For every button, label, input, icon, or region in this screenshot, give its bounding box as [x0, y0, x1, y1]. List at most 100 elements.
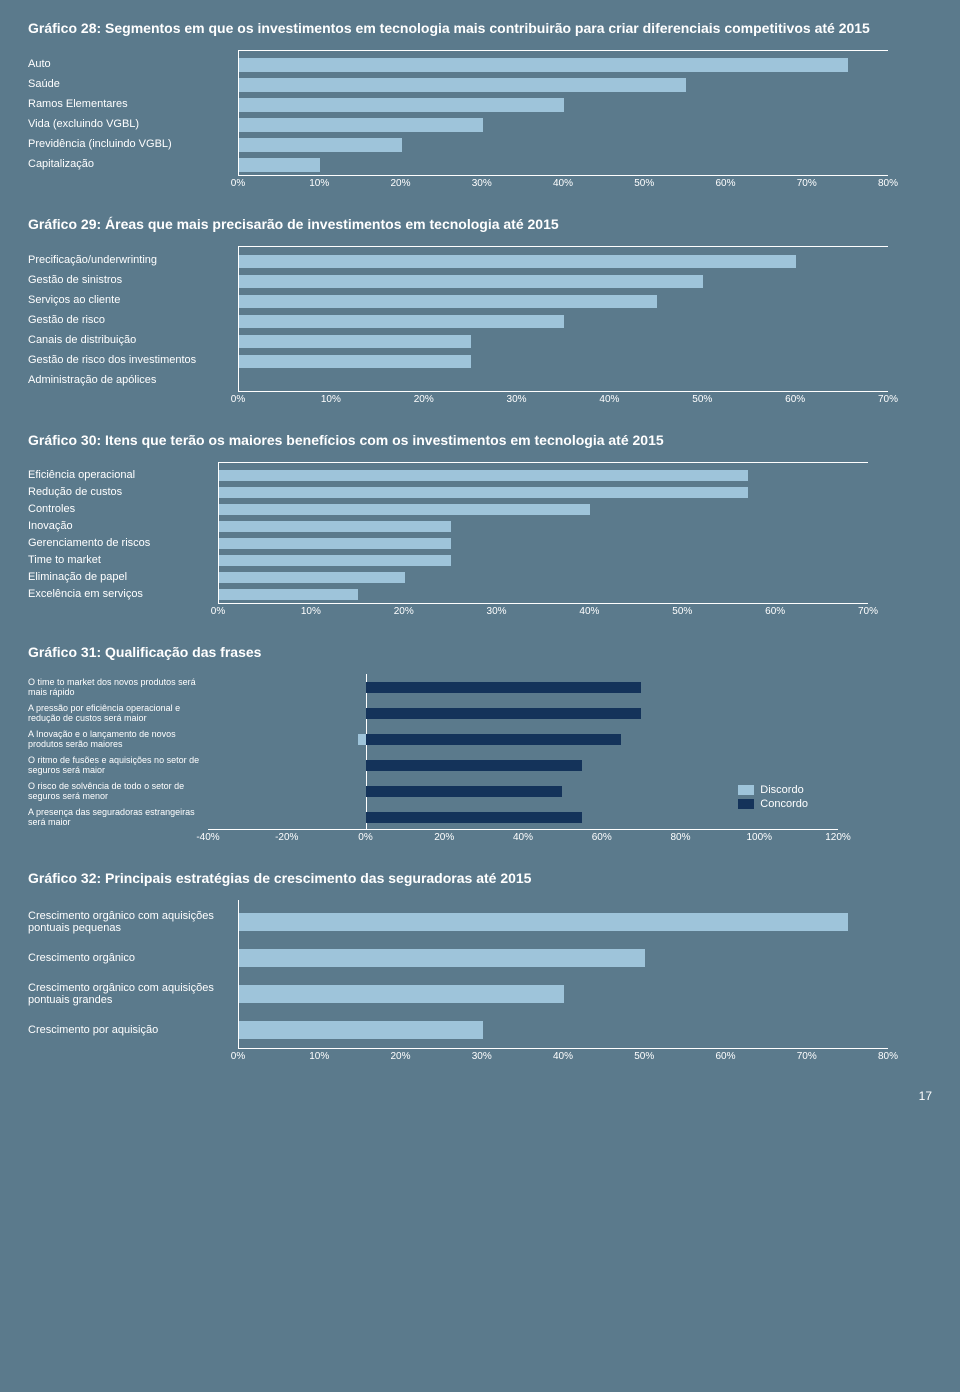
x-axis-tick: 20%	[390, 1051, 410, 1062]
x-axis-tick: 80%	[670, 832, 690, 843]
chart-category-label: Gestão de sinistros	[28, 270, 230, 290]
chart-category-label: Crescimento orgânico	[28, 940, 230, 976]
chart-30-title: Gráfico 30: Itens que terão os maiores b…	[28, 432, 932, 448]
x-axis-tick: 30%	[472, 1051, 492, 1062]
chart-category-label: Auto	[28, 54, 230, 74]
chart-31-plot-area: Discordo Concordo	[208, 674, 838, 830]
chart-category-label: Administração de apólices	[28, 370, 230, 390]
chart-category-label: A Inovação e o lançamento de novos produ…	[28, 726, 200, 752]
x-axis-tick: 120%	[825, 832, 851, 843]
chart-29-plot: 0%10%20%30%40%50%60%70%	[238, 246, 932, 410]
chart-category-label: Gerenciamento de riscos	[28, 534, 210, 551]
chart-bar-row	[239, 371, 888, 391]
chart-category-label: Crescimento orgânico com aquisições pont…	[28, 976, 230, 1012]
chart-bar	[219, 555, 451, 566]
x-axis-tick: -20%	[275, 832, 298, 843]
chart-28-plot-area	[238, 50, 888, 176]
x-axis-tick: 10%	[301, 606, 321, 617]
chart-category-label: Canais de distribuição	[28, 330, 230, 350]
chart-bar-positive	[366, 682, 642, 693]
chart-bar	[239, 78, 686, 92]
chart-31-body: O time to market dos novos produtos será…	[28, 674, 932, 848]
x-axis-tick: 60%	[785, 394, 805, 405]
x-axis-tick: 40%	[553, 1051, 573, 1062]
chart-32-body: Crescimento orgânico com aquisições pont…	[28, 900, 932, 1067]
chart-category-label: Excelência em serviços	[28, 585, 210, 602]
chart-bar	[239, 335, 471, 348]
chart-bar-row	[208, 700, 838, 726]
chart-bar	[239, 985, 564, 1003]
chart-29-labels: Precificação/underwrintingGestão de sini…	[28, 246, 238, 410]
chart-category-label: Redução de custos	[28, 483, 210, 500]
x-axis-tick: 60%	[765, 606, 785, 617]
x-axis-tick: 50%	[634, 178, 654, 189]
chart-bar-row	[219, 552, 868, 569]
chart-bar-row	[208, 752, 838, 778]
chart-bar-row	[239, 311, 888, 331]
chart-bar	[219, 487, 748, 498]
x-axis-tick: 0%	[231, 394, 245, 405]
chart-bar-row	[239, 55, 888, 75]
chart-bar-row	[239, 940, 888, 976]
x-axis-tick: 0%	[231, 1051, 245, 1062]
chart-category-label: O ritmo de fusões e aquisições no setor …	[28, 752, 200, 778]
x-axis-tick: 20%	[434, 832, 454, 843]
x-axis-tick: 10%	[309, 1051, 329, 1062]
x-axis-tick: 30%	[487, 606, 507, 617]
chart-bar-row	[219, 535, 868, 552]
chart-category-label: O risco de solvência de todo o setor de …	[28, 778, 200, 804]
chart-category-label: Controles	[28, 500, 210, 517]
x-axis-tick: 80%	[878, 1051, 898, 1062]
chart-32-plot: 0%10%20%30%40%50%60%70%80%	[238, 900, 932, 1067]
chart-category-label: Crescimento orgânico com aquisições pont…	[28, 904, 230, 940]
x-axis-tick: 30%	[507, 394, 527, 405]
chart-category-label: Serviços ao cliente	[28, 290, 230, 310]
chart-bar-positive	[366, 786, 563, 797]
chart-bar-row	[219, 586, 868, 603]
chart-32-title: Gráfico 32: Principais estratégias de cr…	[28, 870, 932, 886]
chart-28-plot: 0%10%20%30%40%50%60%70%80%	[238, 50, 932, 194]
chart-bar-row	[239, 351, 888, 371]
chart-32-labels: Crescimento orgânico com aquisições pont…	[28, 900, 238, 1067]
chart-bar-positive	[366, 812, 583, 823]
x-axis-tick: 70%	[797, 1051, 817, 1062]
chart-32-plot-area	[238, 900, 888, 1049]
chart-bar	[219, 521, 451, 532]
chart-bar-row	[208, 674, 838, 700]
chart-category-label: A pressão por eficiência operacional e r…	[28, 700, 200, 726]
chart-category-label: Crescimento por aquisição	[28, 1012, 230, 1048]
x-axis-tick: 60%	[715, 178, 735, 189]
chart-category-label: A presença das seguradoras estrangeiras …	[28, 804, 200, 830]
chart-bar-row	[239, 904, 888, 940]
chart-bar	[219, 589, 358, 600]
x-axis-tick: 10%	[309, 178, 329, 189]
x-axis-tick: 60%	[715, 1051, 735, 1062]
x-axis-tick: 100%	[746, 832, 772, 843]
x-axis-tick: 20%	[390, 178, 410, 189]
chart-bar-row	[208, 804, 838, 830]
chart-bar-row	[219, 467, 868, 484]
chart-29-title: Gráfico 29: Áreas que mais precisarão de…	[28, 216, 932, 232]
chart-category-label: Gestão de risco dos investimentos	[28, 350, 230, 370]
chart-30: Gráfico 30: Itens que terão os maiores b…	[28, 432, 932, 622]
chart-bar	[239, 98, 564, 112]
chart-bar	[219, 504, 590, 515]
chart-bar-row	[219, 484, 868, 501]
chart-category-label: Inovação	[28, 517, 210, 534]
chart-bar	[239, 315, 564, 328]
chart-bar-row	[239, 95, 888, 115]
chart-bar	[239, 158, 320, 172]
chart-32-x-axis: 0%10%20%30%40%50%60%70%80%	[238, 1051, 888, 1067]
chart-30-body: Eficiência operacionalRedução de custosC…	[28, 462, 932, 622]
x-axis-tick: 0%	[358, 832, 372, 843]
x-axis-tick: 40%	[579, 606, 599, 617]
chart-bar	[239, 58, 848, 72]
chart-bar-row	[239, 271, 888, 291]
chart-bar-row	[239, 75, 888, 95]
x-axis-tick: 40%	[599, 394, 619, 405]
x-axis-tick: 0%	[211, 606, 225, 617]
chart-bar-row	[208, 778, 838, 804]
chart-bar	[219, 538, 451, 549]
chart-bar	[239, 118, 483, 132]
chart-29-x-axis: 0%10%20%30%40%50%60%70%	[238, 394, 888, 410]
